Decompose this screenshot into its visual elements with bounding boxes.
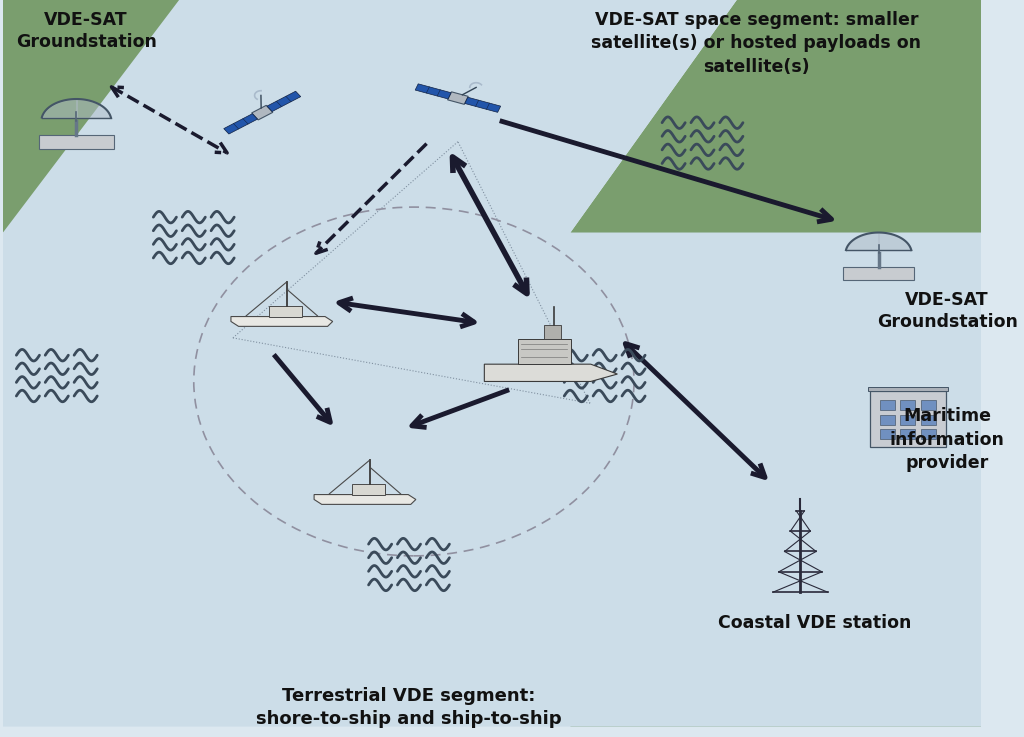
Bar bbox=[880, 430, 895, 439]
Polygon shape bbox=[3, 0, 297, 232]
Bar bbox=[922, 430, 936, 439]
Bar bbox=[880, 400, 895, 410]
Polygon shape bbox=[570, 0, 981, 727]
Text: VDE-SAT
Groundstation: VDE-SAT Groundstation bbox=[15, 11, 157, 51]
Bar bbox=[900, 400, 915, 410]
Polygon shape bbox=[843, 267, 914, 280]
Bar bbox=[867, 387, 948, 391]
Text: Maritime
information
provider: Maritime information provider bbox=[890, 407, 1005, 472]
Polygon shape bbox=[517, 340, 570, 364]
Polygon shape bbox=[314, 495, 416, 504]
Bar bbox=[922, 400, 936, 410]
Polygon shape bbox=[224, 113, 257, 134]
Polygon shape bbox=[267, 91, 301, 111]
Polygon shape bbox=[415, 84, 452, 99]
Bar bbox=[900, 415, 915, 425]
Polygon shape bbox=[484, 364, 617, 382]
Text: VDE-SAT space segment: smaller
satellite(s) or hosted payloads on
satellite(s): VDE-SAT space segment: smaller satellite… bbox=[591, 11, 922, 76]
Polygon shape bbox=[252, 105, 272, 120]
Bar bbox=[922, 415, 936, 425]
Polygon shape bbox=[39, 135, 114, 149]
Bar bbox=[900, 430, 915, 439]
Text: Coastal VDE station: Coastal VDE station bbox=[718, 614, 911, 632]
Text: VDE-SAT
Groundstation: VDE-SAT Groundstation bbox=[877, 290, 1018, 331]
Polygon shape bbox=[465, 97, 501, 112]
Bar bbox=[880, 415, 895, 425]
Polygon shape bbox=[269, 307, 302, 316]
Bar bbox=[870, 391, 945, 447]
Text: Terrestrial VDE segment:
shore-to-ship and ship-to-ship: Terrestrial VDE segment: shore-to-ship a… bbox=[256, 687, 562, 728]
Polygon shape bbox=[231, 316, 333, 326]
Polygon shape bbox=[352, 484, 385, 495]
Polygon shape bbox=[3, 0, 981, 727]
Polygon shape bbox=[447, 92, 468, 105]
Polygon shape bbox=[544, 325, 561, 340]
